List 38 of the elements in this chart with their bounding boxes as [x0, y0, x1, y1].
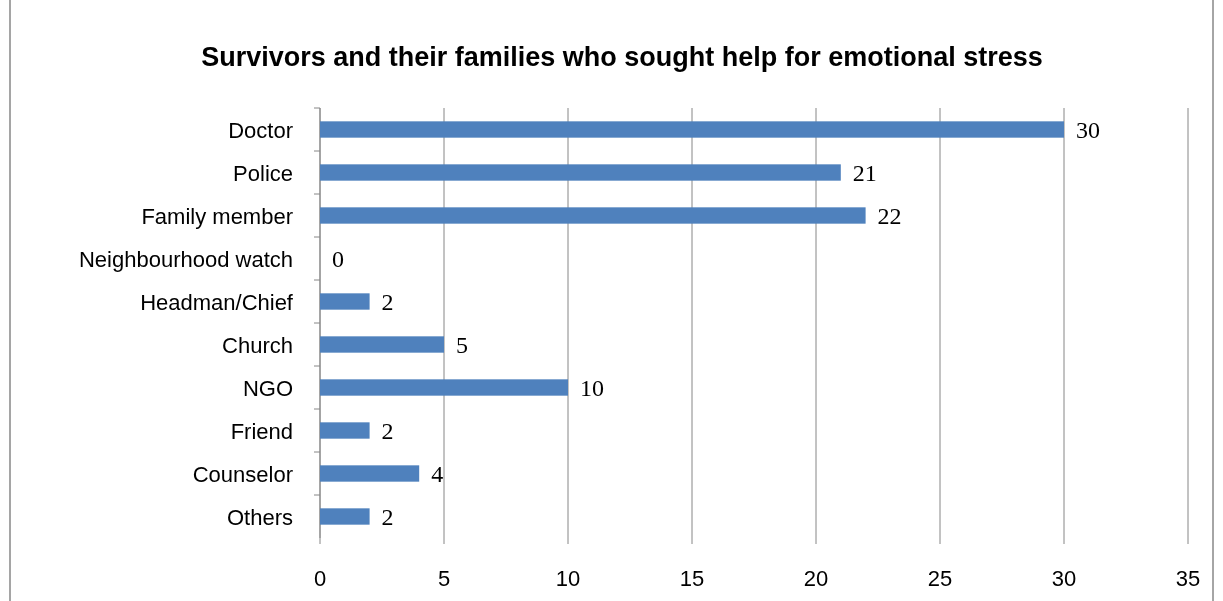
y-tick-label: Neighbourhood watch [78, 246, 293, 272]
bar [320, 164, 841, 181]
x-tick-label: 0 [313, 566, 327, 591]
x-tick-label: 30 [1051, 566, 1077, 591]
x-tick-label: 15 [679, 566, 705, 591]
data-label: 0 [332, 245, 344, 272]
data-label: 22 [877, 202, 902, 229]
x-tick-label: 35 [1175, 566, 1201, 591]
bar [320, 336, 444, 353]
y-tick-label: Police [233, 160, 293, 186]
bar [320, 293, 370, 310]
y-tick-label: Family member [141, 203, 293, 229]
data-label: 21 [852, 159, 877, 186]
y-tick-label: Church [222, 332, 293, 358]
data-label: 4 [431, 460, 444, 487]
data-label: 30 [1076, 116, 1100, 143]
bar [320, 465, 420, 482]
bar [320, 422, 370, 439]
data-label: 2 [381, 503, 394, 530]
y-tick-label: Doctor [228, 117, 293, 143]
chart-title: Survivors and their families who sought help for emotional stress [201, 42, 1043, 72]
y-tick-label: Headman/Chief [140, 289, 294, 315]
x-tick-label: 5 [437, 566, 451, 591]
x-tick-label: 20 [803, 566, 829, 591]
y-tick-label: Others [226, 504, 293, 530]
bar [320, 121, 1064, 138]
bar [320, 508, 370, 525]
data-label: 10 [580, 374, 604, 401]
bar [320, 379, 568, 396]
data-label: 2 [381, 417, 394, 444]
y-tick-label: Counselor [192, 461, 293, 487]
y-tick-label: NGO [242, 375, 293, 401]
bar [320, 207, 866, 224]
data-label: 5 [456, 331, 468, 358]
data-label: 2 [381, 288, 394, 315]
y-tick-label: Friend [230, 418, 293, 444]
x-tick-label: 10 [555, 566, 581, 591]
x-tick-label: 25 [927, 566, 953, 591]
